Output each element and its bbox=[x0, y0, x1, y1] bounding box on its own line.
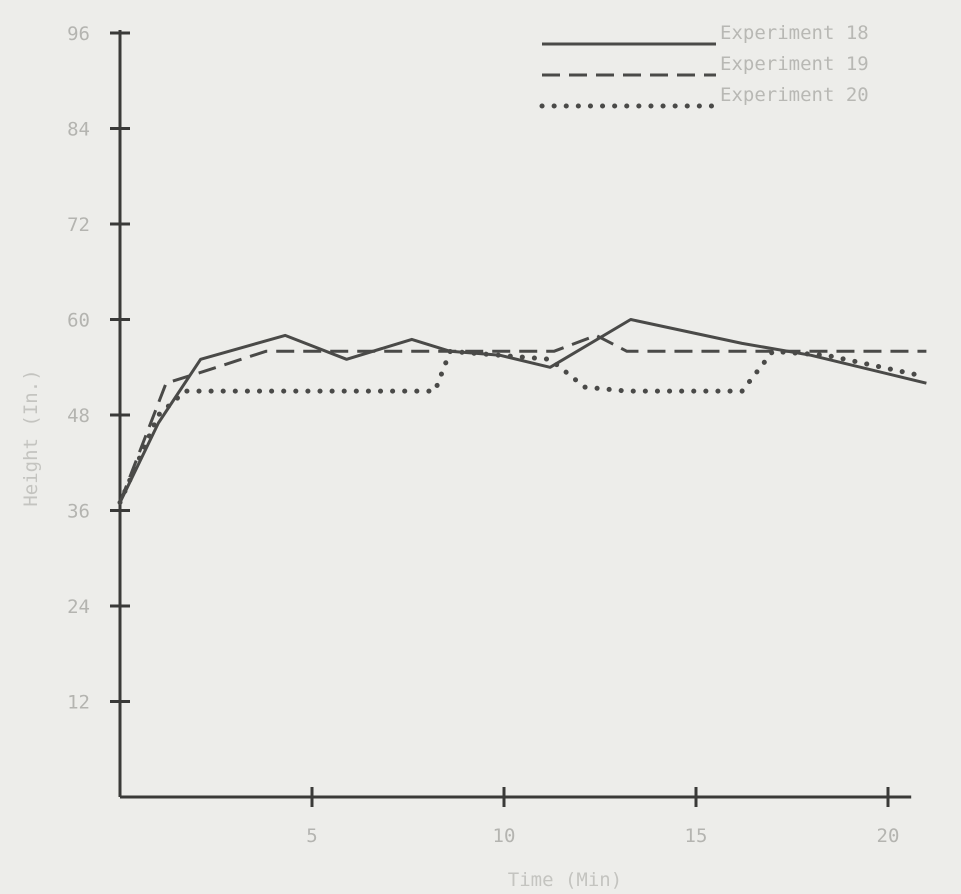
x-tick-label: 10 bbox=[493, 825, 516, 847]
y-tick-label: 48 bbox=[67, 405, 90, 427]
y-tick-label: 96 bbox=[67, 23, 90, 45]
legend-label: Experiment 20 bbox=[720, 84, 869, 106]
y-tick-label: 72 bbox=[67, 214, 90, 236]
y-tick-label: 24 bbox=[67, 596, 90, 618]
legend-label: Experiment 18 bbox=[720, 22, 869, 44]
series-line-dashed bbox=[118, 333, 927, 504]
chart-axes: 12 24 36 48 60 72 84 96 5 10 15 20 bbox=[67, 23, 912, 847]
y-axis-title: Height (In.) bbox=[20, 369, 42, 506]
series-line-solid bbox=[118, 318, 927, 504]
x-tick-label: 5 bbox=[306, 825, 317, 847]
chart-series bbox=[117, 318, 927, 505]
x-tick-label: 15 bbox=[685, 825, 708, 847]
legend-label: Experiment 19 bbox=[720, 53, 869, 75]
y-tick-label: 60 bbox=[67, 310, 90, 332]
series-line-dotted bbox=[117, 348, 922, 505]
x-tick-label: 20 bbox=[877, 825, 900, 847]
y-tick-label: 84 bbox=[67, 119, 90, 141]
x-axis-title: Time (Min) bbox=[508, 869, 622, 891]
y-tick-label: 12 bbox=[67, 692, 90, 714]
chart-legend: Experiment 18 Experiment 19 Experiment 20 bbox=[539, 22, 869, 109]
y-tick-label: 36 bbox=[67, 501, 90, 523]
